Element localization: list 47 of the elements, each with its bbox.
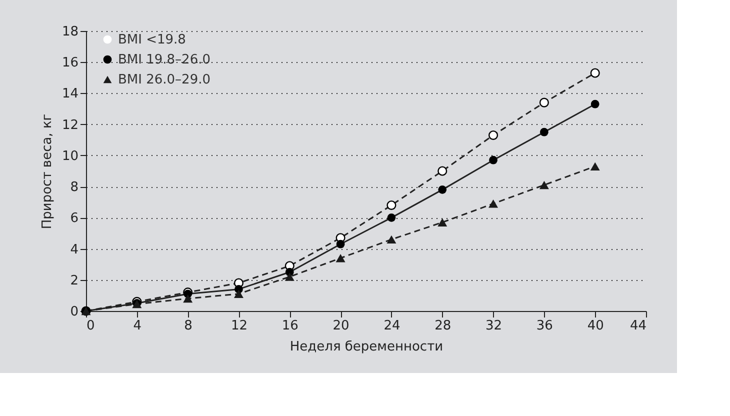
point (590, 162, 600, 170)
point (386, 235, 396, 244)
y-tick-label: 8 (70, 180, 78, 196)
y-axis-title: Прирост веса, кг (40, 114, 55, 230)
y-tick-label: 2 (70, 273, 78, 288)
y-tick-label: 14 (62, 86, 78, 102)
point (540, 128, 548, 136)
y-tick-label: 4 (70, 242, 78, 258)
x-tick-label: 0 (86, 318, 95, 334)
point (234, 290, 244, 298)
point (489, 156, 498, 164)
point (539, 180, 549, 190)
point (488, 200, 498, 208)
point (183, 294, 193, 303)
point (488, 130, 498, 140)
x-tick-label: 44 (630, 318, 646, 334)
x-tick-label: 24 (384, 318, 400, 334)
x-tick-label: 4 (133, 318, 142, 334)
y-tick-label: 18 (62, 24, 78, 40)
point (387, 213, 396, 222)
point (386, 200, 396, 210)
point (590, 100, 600, 108)
point (336, 254, 346, 262)
y-tick-label: 16 (62, 56, 78, 71)
point (539, 98, 549, 108)
point (438, 218, 448, 226)
x-tick-label: 16 (282, 318, 298, 334)
legend-label: BMI <19.8 (118, 32, 186, 48)
point (284, 272, 294, 281)
legend-label: BMI 19.8–26.0 (118, 52, 210, 68)
y-tick-label: 12 (62, 118, 78, 133)
x-tick-label: 36 (536, 318, 553, 334)
legend-label: BMI 26.0–29.0 (118, 72, 210, 88)
y-tick-label: 6 (70, 211, 78, 226)
x-tick-label: 40 (587, 318, 604, 334)
x-tick-label: 20 (332, 318, 350, 334)
y-tick-label: 0 (70, 304, 78, 320)
x-axis-title: Неделя беременности (290, 340, 444, 354)
x-tick-label: 28 (434, 318, 452, 334)
x-tick-label: 32 (486, 318, 502, 334)
point (438, 166, 448, 176)
point (336, 240, 345, 248)
point (590, 68, 600, 78)
point (438, 185, 447, 194)
y-tick-label: 10 (62, 148, 78, 164)
x-tick-label: 8 (184, 318, 192, 334)
x-tick-label: 12 (230, 318, 248, 334)
